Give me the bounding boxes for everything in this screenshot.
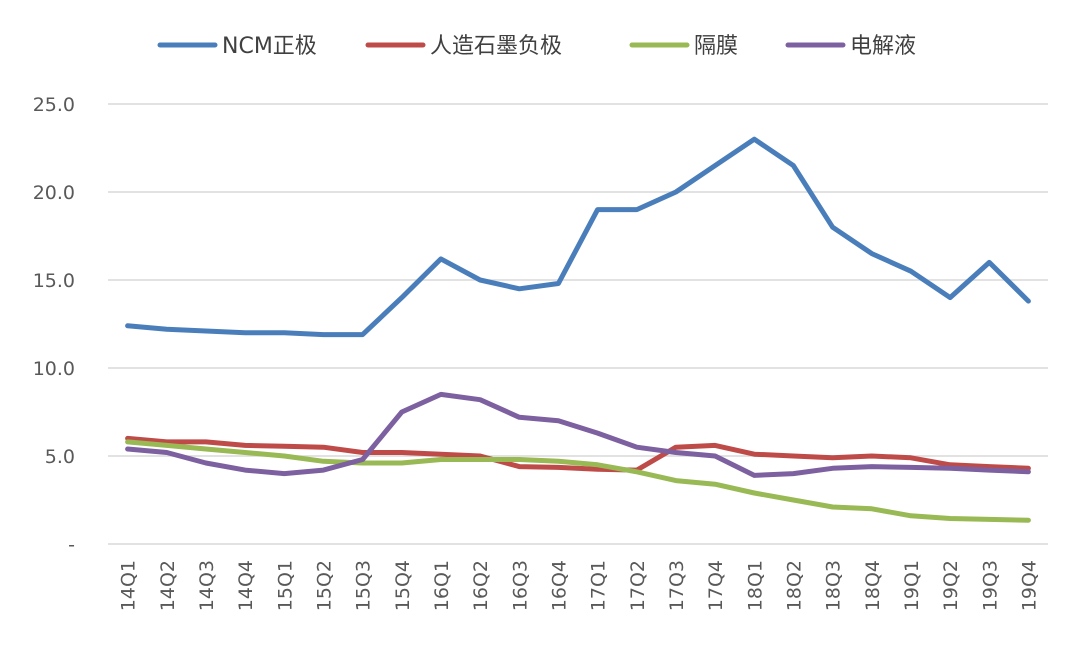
x-tick-label: 18Q1 [744, 560, 766, 611]
x-tick-label: 15Q2 [313, 560, 335, 611]
y-tick-label: 15.0 [33, 270, 75, 292]
series-line-3 [125, 391, 1031, 478]
y-tick-label: - [68, 534, 75, 556]
series-line-0 [125, 136, 1031, 338]
x-tick-label: 17Q2 [627, 560, 649, 611]
x-tick-label: 14Q2 [157, 560, 179, 611]
x-tick-label: 19Q2 [940, 560, 962, 611]
x-tick-label: 18Q3 [823, 560, 845, 611]
x-tick-label: 15Q4 [392, 560, 414, 611]
x-tick-label: 19Q1 [901, 560, 923, 611]
x-tick-label: 16Q4 [548, 560, 570, 611]
y-tick-label: 25.0 [33, 94, 75, 116]
y-tick-label: 5.0 [45, 446, 75, 468]
series-line-1 [125, 435, 1031, 473]
legend-label: 人造石墨负极 [430, 34, 562, 59]
x-tick-label: 17Q3 [666, 560, 688, 611]
legend-label: NCM正极 [222, 34, 317, 59]
x-tick-label: 16Q2 [470, 560, 492, 611]
legend-label: 电解液 [850, 34, 916, 59]
x-tick-label: 16Q3 [509, 560, 531, 611]
x-tick-label: 19Q4 [1018, 560, 1040, 611]
y-tick-label: 20.0 [33, 182, 75, 204]
x-tick-label: 15Q3 [353, 560, 375, 611]
x-tick-label: 16Q1 [431, 560, 453, 611]
x-tick-label: 17Q4 [705, 560, 727, 611]
x-tick-label: 14Q1 [118, 560, 140, 611]
series-line-2 [125, 439, 1031, 523]
x-tick-label: 14Q4 [235, 560, 257, 611]
y-tick-label: 10.0 [33, 358, 75, 380]
x-tick-label: 18Q4 [862, 560, 884, 611]
legend-label: 隔膜 [694, 34, 738, 59]
x-tick-label: 17Q1 [588, 560, 610, 611]
x-tick-label: 15Q1 [274, 560, 296, 611]
x-tick-label: 18Q2 [783, 560, 805, 611]
x-tick-label: 14Q3 [196, 560, 218, 611]
x-tick-label: 19Q3 [979, 560, 1001, 611]
